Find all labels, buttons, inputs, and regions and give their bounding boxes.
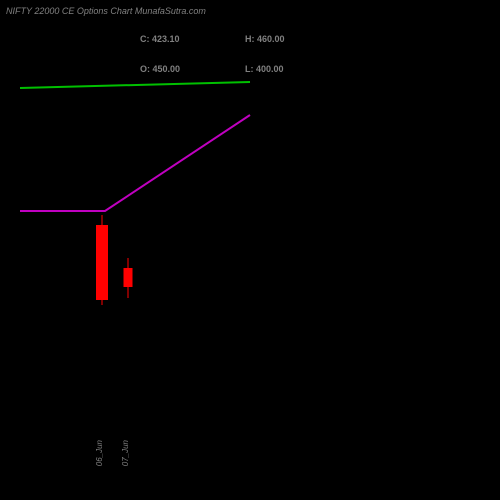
candle-1-label: 06_Jun (95, 439, 104, 466)
candle-2-label: 07_Jun (121, 439, 130, 466)
open-label: O: 450.00 (140, 64, 180, 74)
ohlc-hl: H: 460.00 L: 400.00 (245, 14, 285, 94)
low-label: L: 400.00 (245, 64, 285, 74)
chart-container: 06_Jun07_Jun NIFTY 22000 CE Options Char… (0, 0, 500, 500)
ohlc-co: C: 423.10 O: 450.00 (140, 14, 180, 94)
high-label: H: 460.00 (245, 34, 285, 44)
candle-2-body (124, 268, 133, 287)
close-label: C: 423.10 (140, 34, 180, 44)
candle-1-body (96, 225, 108, 300)
